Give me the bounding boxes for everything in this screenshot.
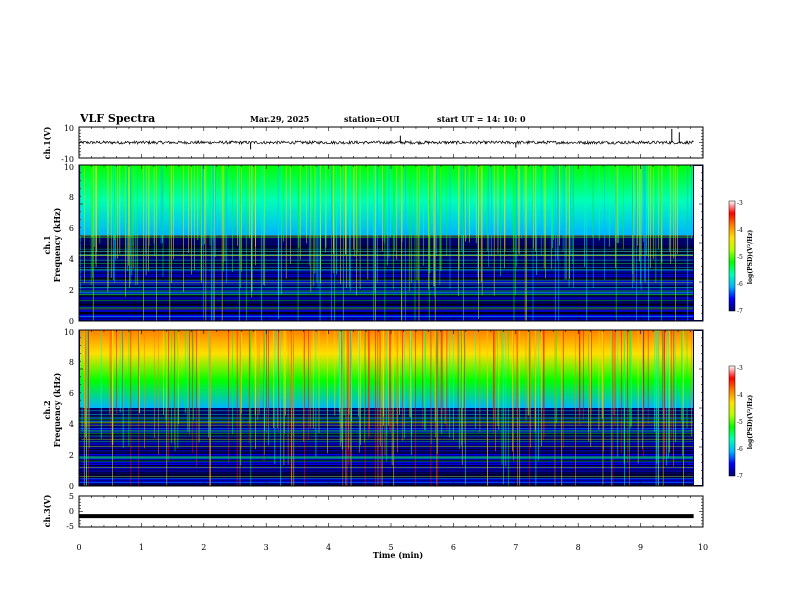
ch2-spec-no-data	[694, 331, 702, 485]
ch2-spec-ylabel-frequency: Frequency (kHz)	[52, 372, 62, 447]
figure-date: Mar.29, 2025	[250, 114, 309, 124]
cb1-label: log(PSD)(V²/Hz)	[747, 230, 754, 285]
figure-station: station=OUI	[344, 114, 400, 124]
ch3-ytick-bottom: -5	[66, 522, 74, 531]
cb1-tick-m7: -7	[737, 308, 743, 315]
xtick-1: 1	[139, 543, 144, 552]
xtick-0: 0	[76, 543, 81, 552]
ch1-spec-ylabel-frequency: Frequency (kHz)	[52, 207, 62, 282]
cb2-tick-m3: -3	[737, 365, 743, 372]
cb1-tick-m5: -5	[737, 254, 743, 261]
ch1-ytick-top: 10	[64, 124, 74, 133]
ch1-spec-ytick-10: 10	[64, 163, 74, 172]
ch3-ytick-mid: 0	[69, 507, 74, 516]
ch2-spec-ytick-10: 10	[64, 328, 74, 337]
ch1-spectrogram-yticks: 0 2 4 6 8 10	[64, 163, 74, 326]
ch2-colorbar-ramp	[728, 365, 736, 477]
ch1-spec-ytick-2: 2	[69, 286, 74, 295]
xtick-5: 5	[388, 543, 393, 552]
ch3-waveform-frame	[78, 495, 704, 528]
ch1-colorbar: -3 -4 -5 -6 -7 log(PSD)(V²/Hz)	[728, 200, 754, 315]
cb2-tick-m7: -7	[737, 473, 743, 480]
ch3-waveform-ylabel: ch.3(V)	[42, 494, 52, 527]
ch1-spec-emission-region	[80, 165, 693, 236]
xtick-4: 4	[326, 543, 331, 552]
ch1-spec-ytick-6: 6	[69, 224, 74, 233]
ch2-spec-ytick-6: 6	[69, 389, 74, 398]
ch2-spec-ylabel-channel: ch.2	[42, 400, 52, 419]
ch1-spec-ytick-8: 8	[69, 193, 74, 202]
ch1-waveform-trace	[78, 139, 694, 146]
xtick-2: 2	[201, 543, 206, 552]
figure-start-time: start UT = 14: 10: 0	[437, 114, 526, 124]
cb2-label: log(PSD)(V²/Hz)	[747, 395, 754, 450]
ch1-ytick-bottom: -10	[61, 155, 74, 164]
ch1-spec-ylabel-channel: ch.1	[42, 235, 52, 254]
cb1-tick-m3: -3	[737, 200, 743, 207]
ch3-ytick-top: 5	[69, 492, 74, 501]
figure-title: VLF Spectra	[79, 112, 155, 125]
xtick-10: 10	[698, 543, 708, 552]
ch1-waveform-panel	[78, 126, 704, 159]
ch2-spectrogram-yticks: 0 2 4 6 8 10	[64, 328, 74, 491]
time-axis-ticks: 0 1 2 3 4 5 6 7 8 9 10	[76, 543, 708, 552]
xtick-9: 9	[638, 543, 643, 552]
ch2-spec-ytick-4: 4	[69, 420, 74, 429]
xtick-8: 8	[576, 543, 581, 552]
xtick-3: 3	[264, 543, 269, 552]
ch1-spec-ytick-0: 0	[69, 317, 74, 326]
ch2-spectrogram-panel	[78, 329, 704, 487]
ch2-colorbar: -3 -4 -5 -6 -7 log(PSD)(V²/Hz)	[728, 365, 754, 480]
ch2-spec-ytick-0: 0	[69, 482, 74, 491]
ch1-spec-no-data	[694, 166, 702, 320]
ch1-spectrogram-panel	[78, 164, 704, 322]
xtick-6: 6	[451, 543, 456, 552]
cb2-tick-m5: -5	[737, 419, 743, 426]
ch1-spec-ytick-4: 4	[69, 255, 74, 264]
xtick-7: 7	[513, 543, 518, 552]
ch3-waveform-panel	[78, 495, 704, 528]
cb1-tick-m4: -4	[737, 227, 743, 234]
time-axis-label: Time (min)	[373, 550, 423, 560]
cb2-tick-m6: -6	[737, 446, 743, 453]
ch1-waveform-ylabel: ch.1(V)	[42, 126, 52, 159]
ch2-spec-ytick-8: 8	[69, 358, 74, 367]
cb2-tick-m4: -4	[737, 392, 743, 399]
ch1-colorbar-ramp	[728, 200, 736, 312]
ch2-spec-ytick-2: 2	[69, 451, 74, 460]
cb1-tick-m6: -6	[737, 281, 743, 288]
